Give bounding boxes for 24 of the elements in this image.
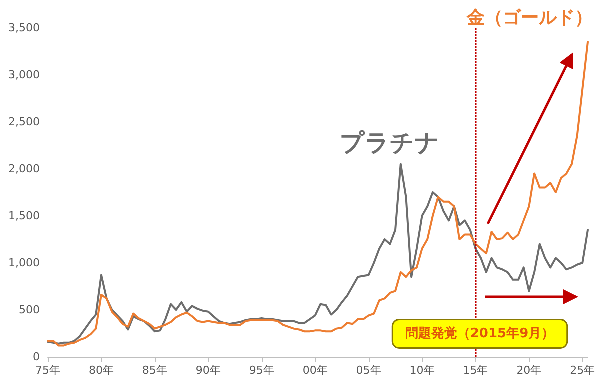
y-tick-label: 2,000 — [8, 162, 40, 176]
line-series — [47, 163, 589, 345]
x-tick-label: 95年 — [249, 364, 274, 377]
x-tick-label: 00年 — [302, 364, 328, 377]
x-tick-label: 05年 — [356, 364, 382, 377]
x-tick-label: 20年 — [516, 364, 542, 377]
annotation: 問題発覚（2015年9月） — [405, 326, 555, 342]
x-tick-label: 25年 — [570, 364, 596, 377]
y-tick-label: 2,500 — [8, 116, 40, 128]
x-tick-label: 85年 — [142, 364, 168, 377]
series-label: プラチナ — [340, 129, 440, 157]
y-tick-label: 1,500 — [8, 210, 40, 222]
y-tick-label: 1,000 — [8, 256, 40, 270]
y-tick-label: 500 — [19, 304, 40, 316]
x-tick-label: 10年 — [410, 364, 435, 377]
series-label: 金（ゴールド） — [466, 8, 593, 28]
y-tick-label: 3,500 — [8, 22, 40, 34]
x-tick-label: 90年 — [196, 364, 221, 377]
line-series — [47, 41, 589, 347]
x-tick-label: 15年 — [463, 364, 488, 377]
x-tick-label: 80年 — [88, 364, 114, 377]
y-tick-label: 0 — [33, 350, 40, 364]
y-tick-label: 3,000 — [8, 68, 40, 82]
x-tick-label: 75年 — [36, 364, 60, 377]
